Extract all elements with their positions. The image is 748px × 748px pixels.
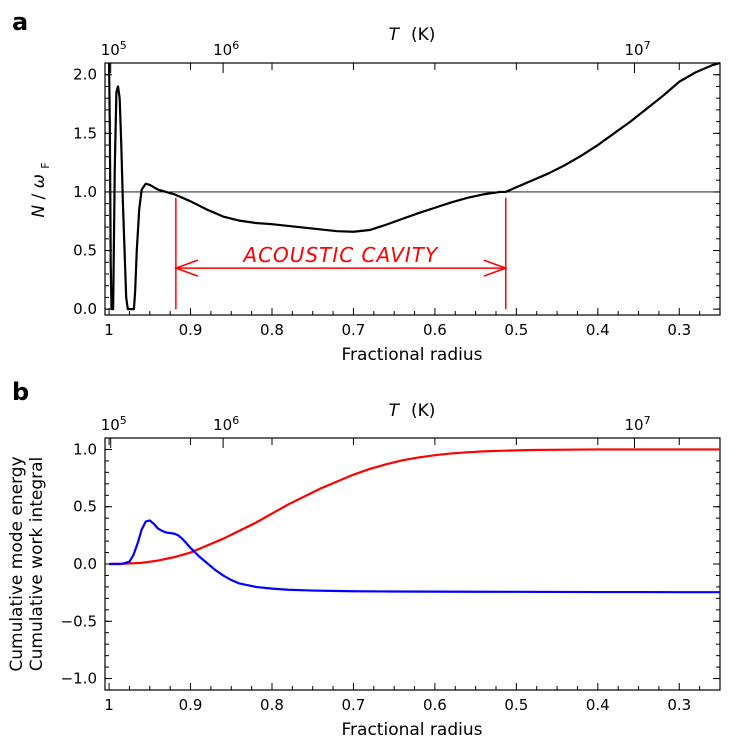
panel-a-letter: a <box>12 8 28 36</box>
panel-b-y-tick-label-1: −0.5 <box>61 612 97 630</box>
panel-a-top-tick-label-2: 107 <box>624 39 650 59</box>
panel-b-series-cumulative-work-integral <box>109 519 720 594</box>
panel-a-top-axis-label: T (K) <box>389 25 436 45</box>
panel-b-top-axis-label: T (K) <box>389 401 436 421</box>
panel-b-x-tick-label-4: 0.6 <box>423 696 447 714</box>
panel-b-top-tick-label-2: 107 <box>624 414 650 434</box>
cavity-label: ACOUSTIC CAVITY <box>241 243 439 267</box>
panel-b-top-ticks: 105 106 107 <box>101 414 651 448</box>
panel-b-x-ticks: 1 0.9 0.8 0.7 0.6 0.5 0.4 0.3 <box>104 438 701 714</box>
panel-b-series <box>109 448 720 594</box>
panel-b-top-axis-unit: (K) <box>411 401 435 421</box>
panel-b-x-tick-label-2: 0.8 <box>260 696 284 714</box>
panel-a-top-axis-T: T <box>389 25 401 45</box>
panel-b-y-tick-label-3: 0.5 <box>73 498 97 516</box>
panel-b-top-tick-label-0: 105 <box>101 414 127 434</box>
panel-a-ylabel-sub: F <box>39 162 52 168</box>
cavity-label-bg <box>222 244 459 267</box>
panel-a-ylabel-omega: ω <box>29 174 49 188</box>
panel-a-y-tick-label-2: 1.0 <box>73 183 97 201</box>
panel-b-x-tick-label-1: 0.9 <box>179 696 203 714</box>
panel-a-x-tick-label-3: 0.7 <box>342 321 366 339</box>
panel-b-xlabel: Fractional radius <box>342 720 483 740</box>
panel-b-top-axis-T: T <box>389 401 401 421</box>
panel-b-x-tick-label-3: 0.7 <box>342 696 366 714</box>
panel-a-y-tick-label-0: 0.0 <box>73 300 97 318</box>
panel-a-x-tick-label-4: 0.6 <box>423 321 447 339</box>
panel-a-top-tick-label-1: 106 <box>213 39 239 59</box>
panel-a-top-axis-unit: (K) <box>411 25 435 45</box>
panel-a-x-tick-label-6: 0.4 <box>586 321 610 339</box>
panel-a-y-tick-label-3: 1.5 <box>73 124 97 142</box>
panel-a-plot: 1 0.9 0.8 0.7 0.6 0.5 0.4 0.3 0.0 0.5 1.0 1.5 2.0 1… <box>73 39 721 339</box>
panel-a-frame <box>104 62 721 316</box>
panel-a-top-ticks: 105 106 107 <box>101 39 651 73</box>
panel-a-ylabel-N: N <box>29 205 49 218</box>
panel-a-xlabel: Fractional radius <box>342 345 483 365</box>
panel-b-series-cumulative-mode-energy <box>109 448 720 566</box>
panel-a-series-n-omega-f <box>107 61 721 311</box>
panel-b-y-tick-label-0: −1.0 <box>61 670 97 688</box>
panel-a-y-tick-label-1: 0.5 <box>73 242 97 260</box>
panel-b-top-tick-label-1: 106 <box>213 414 239 434</box>
panel-a-top-tick-label-0: 105 <box>101 39 127 59</box>
panel-a-series <box>107 61 721 311</box>
acoustic-cavity-annotation: ACOUSTIC CAVITY <box>173 197 508 310</box>
panel-a-x-tick-label-2: 0.8 <box>260 321 284 339</box>
panel-b-x-tick-label-7: 0.3 <box>667 696 691 714</box>
panel-a-x-tick-label-7: 0.3 <box>667 321 691 339</box>
panel-b-y-tick-label-4: 1.0 <box>73 440 97 458</box>
panel-a-ylabel-slash: / <box>29 194 49 200</box>
panel-b-frame <box>104 437 721 691</box>
panel-b-plot: 1 0.9 0.8 0.7 0.6 0.5 0.4 0.3 −1.0 −0.5 0.0 0.5 1.0… <box>61 414 721 714</box>
panel-a-ylabel: N / ω F <box>29 162 52 217</box>
panel-a-y-tick-label-4: 2.0 <box>73 66 97 84</box>
panel-a-x-tick-label-5: 0.5 <box>504 321 528 339</box>
panel-a-x-ticks: 1 0.9 0.8 0.7 0.6 0.5 0.4 0.3 <box>104 63 701 339</box>
panel-b-letter: b <box>12 378 29 406</box>
panel-b-x-tick-label-6: 0.4 <box>586 696 610 714</box>
cavity-arrowhead-left <box>173 259 199 277</box>
panel-b-x-tick-label-0: 1 <box>104 696 114 714</box>
panel-b-ylabel-energy: Cumulative mode energy <box>7 456 27 671</box>
panel-a-x-tick-label-1: 0.9 <box>179 321 203 339</box>
cavity-arrowhead-right <box>483 259 508 277</box>
panel-a-y-ticks: 0.0 0.5 1.0 1.5 2.0 <box>73 66 720 318</box>
panel-b-ylabel-work: Cumulative work integral <box>27 457 47 672</box>
svg-text:N / ω F: N / ω F <box>29 162 52 217</box>
panel-b-y-tick-label-2: 0.0 <box>73 555 97 573</box>
panel-a-x-tick-label-0: 1 <box>104 321 114 339</box>
panel-b-y-ticks: −1.0 −0.5 0.0 0.5 1.0 <box>61 440 720 688</box>
panel-b-x-tick-label-5: 0.5 <box>504 696 528 714</box>
